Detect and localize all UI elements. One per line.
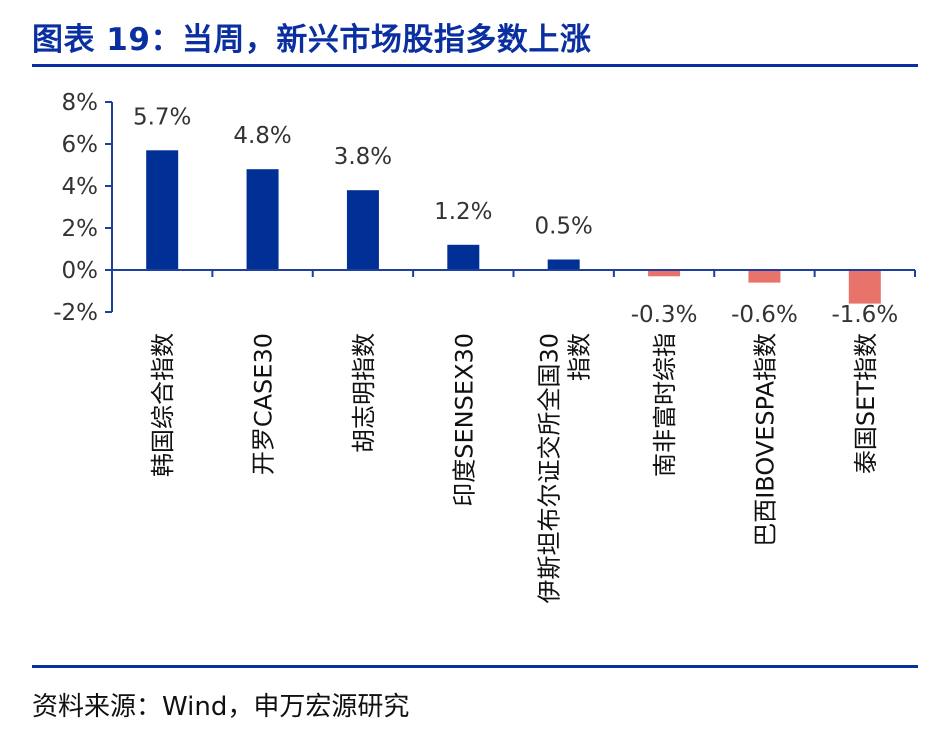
source-note: 资料来源：Wind，申万宏源研究 [32, 692, 410, 722]
data-label: -1.6% [831, 302, 898, 328]
bar [547, 259, 580, 270]
y-tick-label: 0% [62, 258, 99, 284]
y-tick-label: 8% [62, 90, 99, 116]
category-label: 胡志明指数 [350, 333, 378, 453]
category-label: 南非富时综指 [651, 333, 679, 477]
bar [146, 150, 179, 270]
bar [447, 244, 480, 270]
y-tick-label: 4% [62, 174, 99, 200]
labels-group: 5.7% 4.8% 3.8% 1.2% 0.5% -0.3% -0.6% -1.6% -2% 0%… [53, 90, 898, 604]
category-label: 韩国综合指数 [149, 333, 177, 477]
data-label: -0.3% [631, 302, 698, 328]
data-label: 1.2% [434, 199, 492, 225]
data-label: 5.7% [133, 104, 191, 130]
category-label: 伊斯坦布尔证交所全国30 [536, 333, 564, 604]
category-label: 开罗CASE30 [250, 333, 278, 475]
title-rule [32, 64, 918, 67]
bar [346, 190, 379, 270]
source-rule [32, 665, 918, 668]
category-label: 巴西IBOVESPA指数 [751, 333, 779, 547]
data-label: -0.6% [731, 302, 798, 328]
bar [748, 270, 781, 283]
y-tick-label: -2% [53, 300, 98, 326]
bar [848, 270, 881, 304]
y-tick-label: 2% [62, 216, 99, 242]
data-label: 4.8% [233, 123, 291, 149]
data-label: 0.5% [534, 214, 592, 240]
bar-chart: 5.7% 4.8% 3.8% 1.2% 0.5% -0.3% -0.6% -1.6% -2% 0%… [53, 90, 916, 604]
category-label: 印度SENSEX30 [450, 333, 478, 507]
bars-group [146, 150, 881, 304]
figure-title: 图表 19：当周，新兴市场股指多数上涨 [32, 22, 592, 58]
category-label: 指数 [566, 333, 594, 381]
category-label: 泰国SET指数 [852, 333, 880, 474]
y-tick-label: 6% [62, 132, 99, 158]
axes-group [105, 101, 916, 313]
bar [246, 169, 279, 270]
data-label: 3.8% [334, 144, 392, 170]
bar [648, 270, 681, 277]
